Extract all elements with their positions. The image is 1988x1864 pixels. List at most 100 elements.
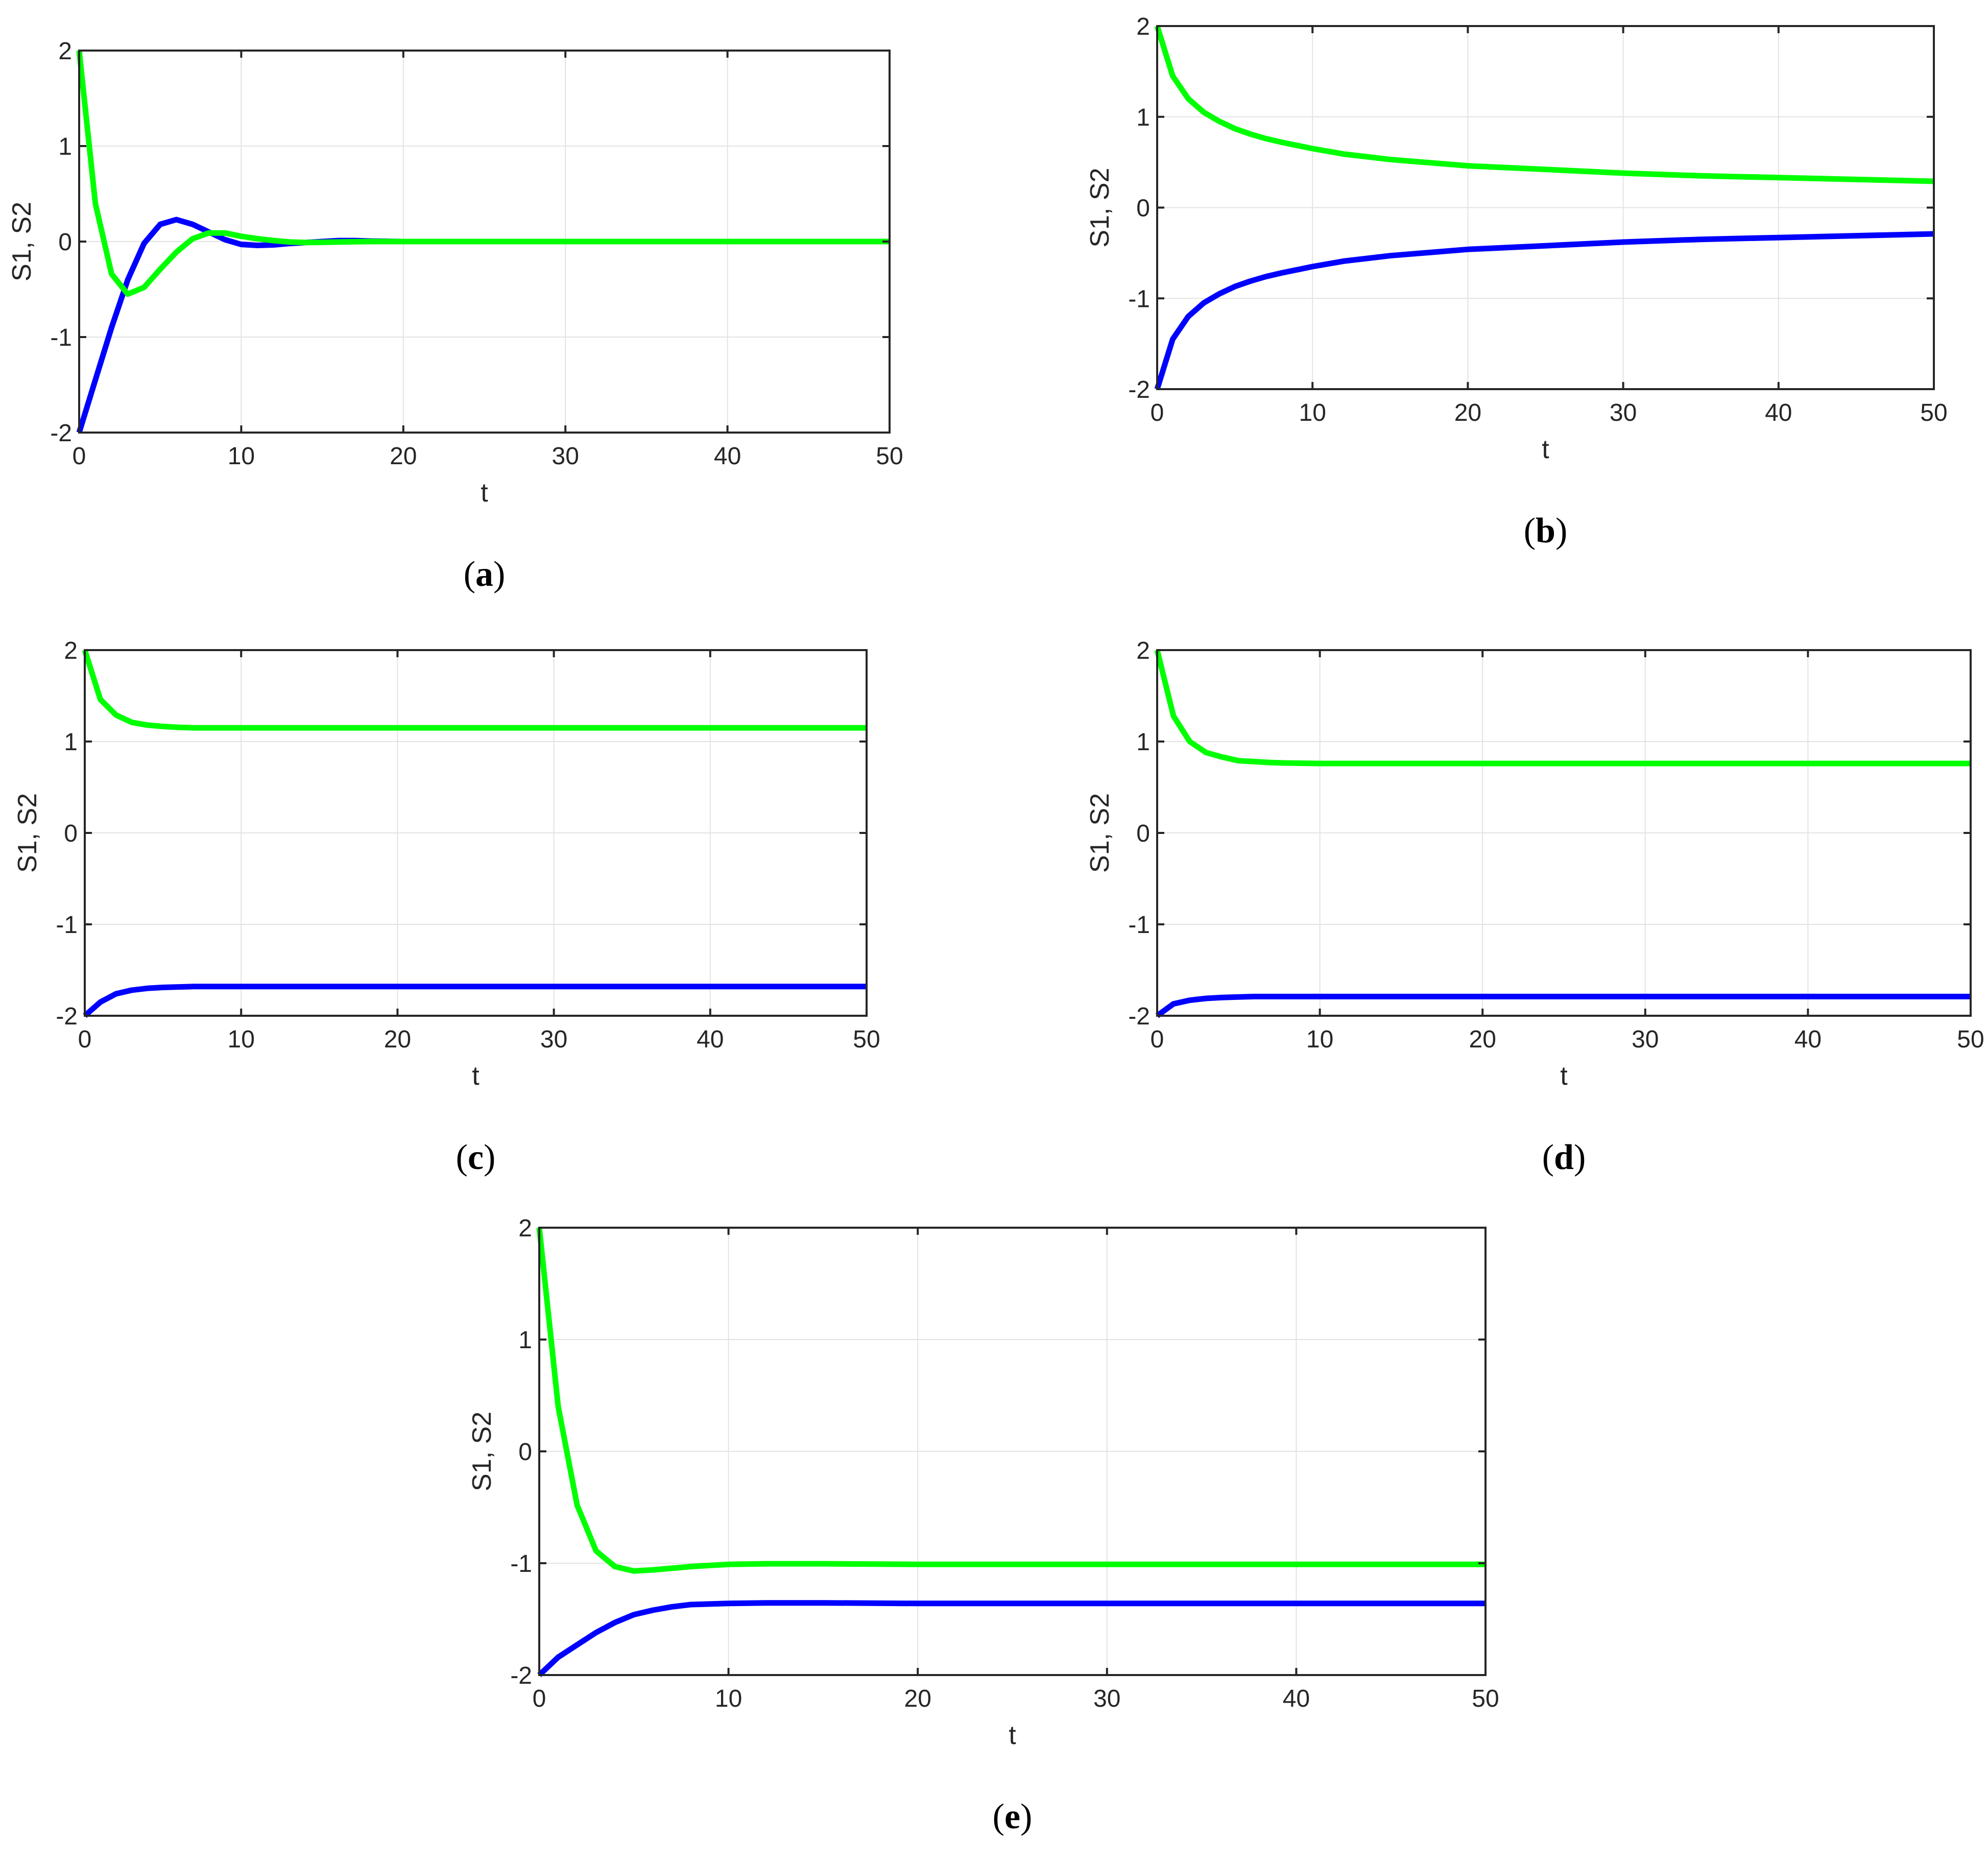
subplot-caption: (e)	[993, 1797, 1033, 1836]
series-group	[536, 1227, 1486, 1678]
x-tick-label: 50	[1957, 1026, 1984, 1053]
x-tick-label: 30	[1632, 1026, 1659, 1053]
series-s2-line	[82, 649, 867, 731]
x-tick-label: 20	[384, 1026, 411, 1053]
x-tick-label: 50	[876, 443, 903, 470]
y-tick-label: -2	[1128, 1003, 1150, 1030]
series-s1-line	[1154, 231, 1934, 390]
x-tick-label: 40	[697, 1026, 724, 1053]
series-group	[76, 50, 890, 434]
y-tick-label: 1	[518, 1327, 532, 1354]
y-axis-label: S1, S2	[7, 202, 37, 281]
axis-ticks: 0 10 20 30 40 50 -2 -1 0 1 2	[50, 38, 903, 470]
x-tick-label: 30	[1610, 399, 1637, 426]
y-tick-label: 2	[1136, 637, 1150, 664]
series-s2-line	[76, 50, 890, 297]
y-tick-label: 2	[1136, 13, 1150, 40]
axis-ticks: 0 10 20 30 40 50 -2 -1 0 1 2	[510, 1215, 1499, 1712]
grid-lines	[1157, 26, 1934, 389]
y-axis-label: S1, S2	[1085, 168, 1115, 247]
x-tick-label: 10	[1306, 1026, 1333, 1053]
x-axis-label: t	[1560, 1061, 1568, 1091]
y-tick-label: -1	[50, 324, 72, 351]
y-tick-label: -2	[56, 1003, 78, 1030]
x-tick-label: 50	[853, 1026, 880, 1053]
y-tick-label: -2	[1128, 376, 1150, 403]
x-axis-label: t	[472, 1061, 480, 1091]
x-tick-label: 20	[1454, 399, 1481, 426]
y-tick-label: 0	[1136, 195, 1150, 222]
x-tick-label: 40	[714, 443, 741, 470]
x-tick-label: 20	[904, 1685, 931, 1712]
y-tick-label: 1	[1136, 729, 1150, 756]
series-s1-line	[1155, 993, 1971, 1018]
y-tick-label: 2	[58, 38, 72, 65]
x-tick-label: 20	[1469, 1026, 1496, 1053]
series-group	[1154, 25, 1934, 390]
x-tick-label: 10	[228, 443, 255, 470]
y-tick-label: 1	[58, 133, 72, 160]
x-tick-label: 0	[78, 1026, 92, 1053]
y-tick-label: -1	[1128, 912, 1150, 939]
y-axis-label: S1, S2	[1085, 793, 1115, 873]
subplot-c: 0 10 20 30 40 50 -2 -1 0 1 2 t S1, S2 (c)	[13, 637, 880, 1177]
y-tick-label: 2	[64, 637, 78, 664]
x-tick-label: 30	[552, 443, 579, 470]
y-tick-label: -1	[56, 912, 78, 939]
x-tick-label: 20	[390, 443, 417, 470]
x-tick-label: 40	[1794, 1026, 1822, 1053]
x-axis-label: t	[1009, 1720, 1016, 1750]
y-tick-label: 1	[64, 729, 78, 756]
axis-ticks: 0 10 20 30 40 50 -2 -1 0 1 2	[56, 637, 880, 1053]
x-tick-label: 30	[540, 1026, 567, 1053]
series-group	[1154, 649, 1971, 1018]
grid-lines	[1157, 650, 1971, 1016]
x-tick-label: 50	[1920, 399, 1947, 426]
x-tick-label: 40	[1283, 1685, 1310, 1712]
y-axis-label: S1, S2	[13, 793, 42, 873]
subplot-caption: (d)	[1542, 1138, 1586, 1177]
x-tick-label: 30	[1093, 1685, 1120, 1712]
x-axis-label: t	[481, 478, 488, 508]
y-tick-label: 1	[1136, 104, 1150, 131]
x-tick-label: 10	[1299, 399, 1326, 426]
subplot-caption: (a)	[464, 555, 506, 594]
subplot-e: 0 10 20 30 40 50 -2 -1 0 1 2 t S1, S2 (e)	[467, 1215, 1499, 1836]
y-tick-label: 0	[64, 820, 78, 847]
x-tick-label: 40	[1765, 399, 1792, 426]
x-tick-label: 10	[228, 1026, 255, 1053]
series-s2-line	[1154, 25, 1934, 184]
subplot-b: 0 10 20 30 40 50 -2 -1 0 1 2 t S1, S2 (b)	[1085, 13, 1948, 551]
y-tick-label: -1	[1128, 285, 1150, 313]
x-axis-label: t	[1542, 435, 1549, 464]
subplot-caption: (b)	[1524, 511, 1568, 551]
y-tick-label: 0	[1136, 820, 1150, 847]
grid-lines	[85, 650, 867, 1016]
y-tick-label: 2	[518, 1215, 532, 1242]
series-s2-line	[1154, 649, 1971, 767]
y-tick-label: 0	[58, 229, 72, 256]
subplot-caption: (c)	[456, 1138, 496, 1177]
y-tick-label: -1	[510, 1550, 532, 1578]
y-axis-label: S1, S2	[467, 1412, 497, 1491]
axis-ticks: 0 10 20 30 40 50 -2 -1 0 1 2	[1128, 13, 1947, 426]
x-tick-label: 0	[1151, 1026, 1164, 1053]
subplot-a: 0 10 20 30 40 50 -2 -1 0 1 2 t S1, S2 (a)	[7, 38, 903, 594]
x-tick-label: 0	[73, 443, 86, 470]
y-tick-label: 0	[518, 1439, 532, 1466]
subplot-d: 0 10 20 30 40 50 -2 -1 0 1 2 t S1, S2 (d)	[1085, 637, 1984, 1177]
x-tick-label: 50	[1472, 1685, 1499, 1712]
series-s1-line	[83, 984, 867, 1018]
x-tick-label: 0	[533, 1685, 546, 1712]
series-s1-line	[537, 1600, 1486, 1678]
axis-ticks: 0 10 20 30 40 50 -2 -1 0 1 2	[1128, 637, 1984, 1053]
x-tick-label: 10	[715, 1685, 742, 1712]
x-tick-label: 0	[1151, 399, 1164, 426]
series-s2-line	[536, 1227, 1486, 1574]
y-tick-label: -2	[510, 1662, 532, 1689]
series-group	[82, 649, 867, 1018]
y-tick-label: -2	[50, 420, 72, 447]
